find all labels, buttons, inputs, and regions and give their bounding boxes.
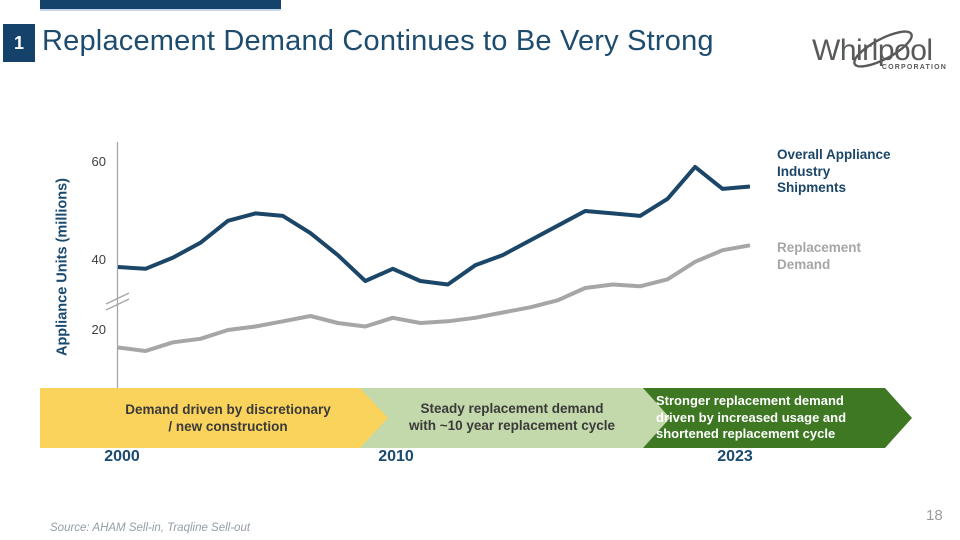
whirlpool-logo-wordmark: Whirlpool [812,34,933,67]
x-tick-2010: 2010 [378,448,414,465]
legend-replacement-demand: Replacement Demand [777,240,862,272]
series-line-0 [117,164,751,287]
timeline-band-discretionary [40,388,388,448]
y-tick-40: 40 [91,252,106,267]
chart-series-group [117,164,751,353]
timeline-band-stronger-replacement [643,388,912,448]
slide-title: Replacement Demand Continues to Be Very … [42,25,714,57]
whirlpool-logo-graphic: Whirlpool CORPORATION [812,30,947,71]
whirlpool-logo: Whirlpool CORPORATION [810,22,955,81]
legend-overall-shipments: Overall Appliance Industry Shipments [777,147,891,195]
y-axis-title: Appliance Units (millions) [54,177,71,357]
y-axis-break-icon [105,292,130,311]
y-tick-60: 60 [91,154,106,169]
page-number: 18 [926,507,943,524]
timeline-band-label-discretionary: Demand driven by discretionary / new con… [125,402,331,434]
timeline-band-label-stronger: Stronger replacement demand driven by in… [656,393,847,441]
source-note: Source: AHAM Sell-in, Traqline Sell-out [50,522,251,534]
slide-number-badge-text: 1 [13,32,24,53]
accent-top-bar [40,0,281,11]
timeline-bands [40,388,912,448]
series-line-1 [117,243,751,353]
whirlpool-logo-corporation-text: CORPORATION [882,64,947,71]
timeline-band-label-steady: Steady replacement demand with ~10 year … [409,401,615,433]
x-tick-2000: 2000 [104,448,140,465]
timeline-band-steady-replacement [360,388,670,448]
slide-number-badge: 1 [3,24,35,62]
y-tick-20: 20 [91,322,106,337]
x-tick-2023: 2023 [717,448,753,465]
whirlpool-logo-swirl-icon [853,30,913,68]
